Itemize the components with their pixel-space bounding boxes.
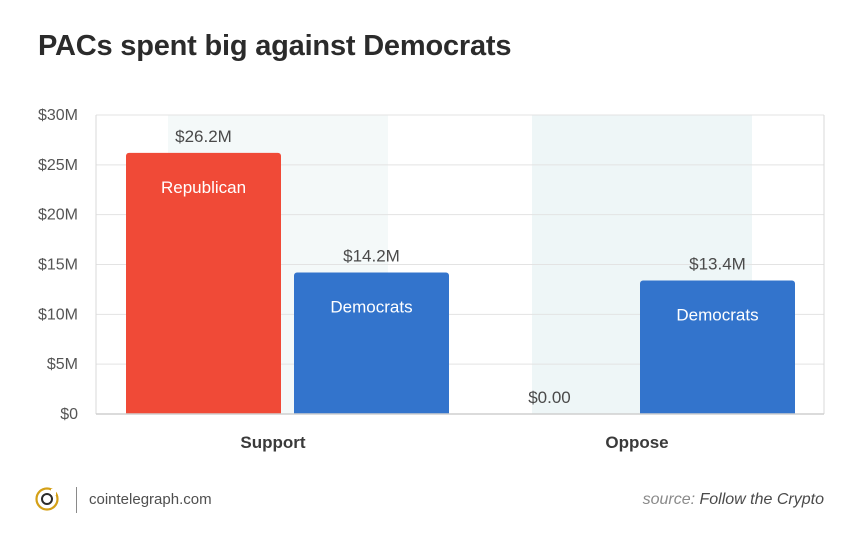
source-credit: source: Follow the Crypto — [643, 491, 824, 509]
bar-inner-label: Republican — [161, 178, 246, 197]
bar-body — [126, 156, 281, 414]
source-label: source: — [642, 491, 696, 508]
bar-chart: $0 $5M $10M $15M $20M $25M $30M $26.2M Republica… — [38, 107, 825, 452]
x-category-label: Oppose — [605, 433, 668, 452]
y-tick-label: $30M — [38, 107, 78, 124]
source-name: Follow the Crypto — [699, 491, 825, 508]
bar-inner-label: Democrats — [330, 297, 412, 316]
y-tick-label: $15M — [38, 257, 78, 274]
bar-value-label: $13.4M — [689, 254, 746, 273]
bar-body — [294, 276, 449, 414]
y-tick-label: $5M — [47, 356, 78, 373]
bar-body — [640, 284, 795, 414]
x-category-label: Support — [240, 433, 305, 452]
y-tick-label: $0 — [60, 406, 78, 423]
chart-title: PACs spent big against Democrats — [38, 30, 512, 62]
footer-divider — [76, 487, 77, 513]
footer-domain: cointelegraph.com — [89, 491, 212, 508]
cointelegraph-logo-icon — [35, 487, 59, 511]
y-tick-label: $10M — [38, 306, 78, 323]
bar-value-label: $0.00 — [528, 388, 571, 407]
y-tick-label: $20M — [38, 207, 78, 224]
bar-inner-label: Democrats — [676, 305, 758, 324]
bar-value-label: $14.2M — [343, 246, 400, 265]
y-tick-label: $25M — [38, 157, 78, 174]
bar-value-label: $26.2M — [175, 127, 232, 146]
